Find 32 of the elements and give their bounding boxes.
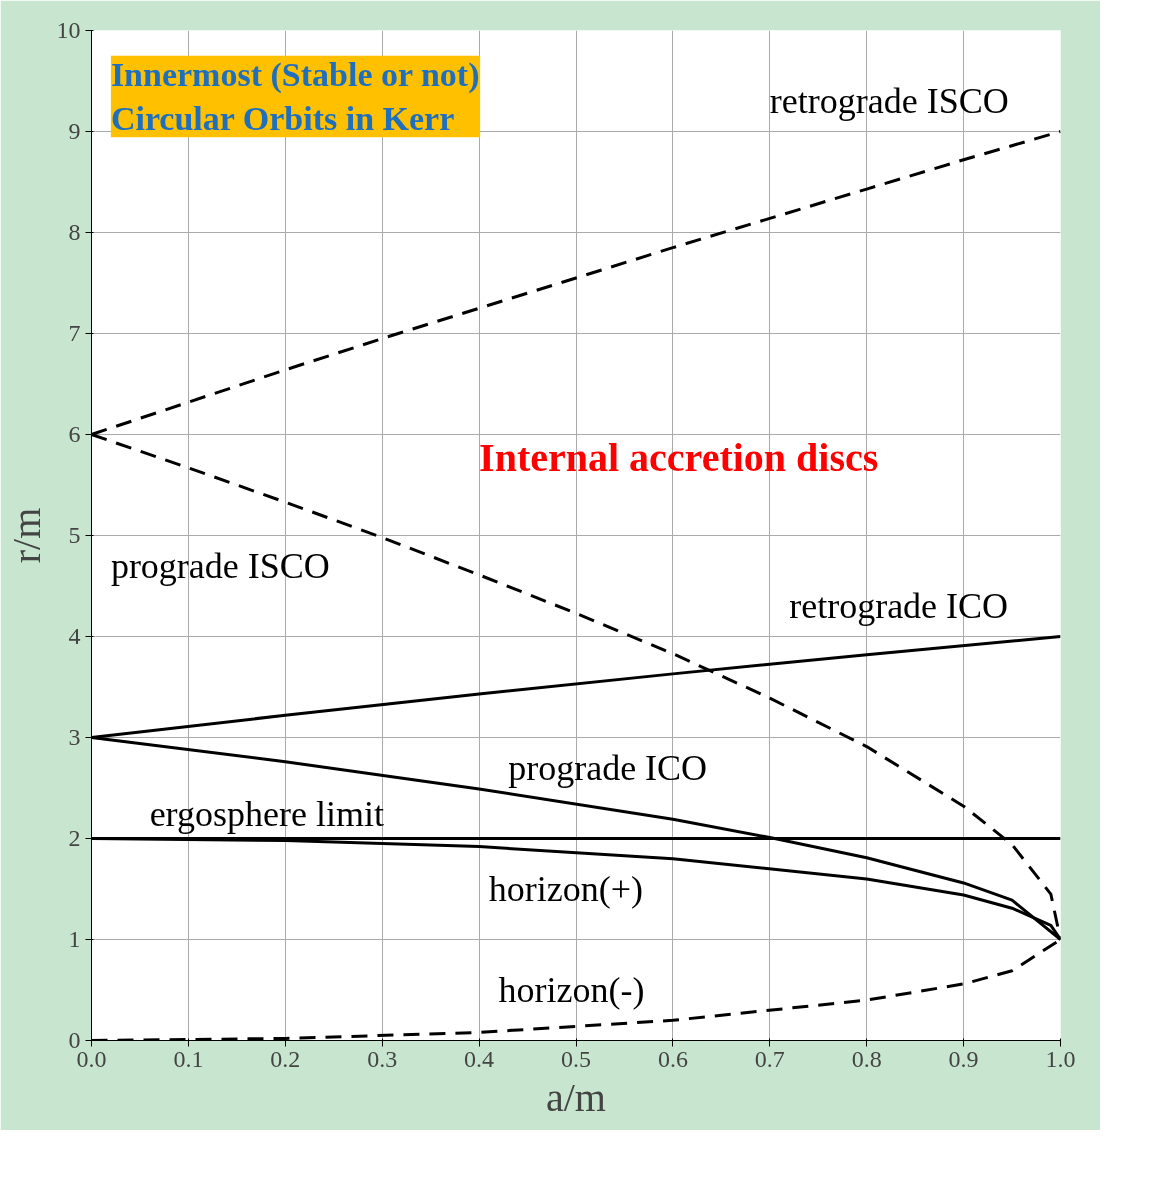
- legend-label: ergosphere limit: [149, 794, 384, 835]
- y-tick-label: 1: [68, 926, 81, 952]
- x-tick-label: 0.3: [367, 1045, 398, 1072]
- y-tick-label: 10: [56, 17, 81, 43]
- series-label: retrograde ISCO: [769, 81, 1009, 122]
- x-tick-label: 0.8: [851, 1045, 882, 1072]
- series-label: prograde ISCO: [110, 546, 330, 586]
- x-tick-label: 0.7: [754, 1045, 785, 1072]
- x-tick-label: 0.4: [464, 1045, 495, 1072]
- series-label: horizon(+): [488, 869, 644, 910]
- y-tick-label: 5: [68, 522, 81, 548]
- x-tick-label: 0.1: [173, 1045, 204, 1072]
- annotation: Internal accretion discs: [479, 434, 879, 480]
- y-tick-label: 8: [68, 219, 81, 245]
- series-label: retrograde ICO: [789, 586, 1009, 627]
- x-tick-label: 1.0: [1045, 1045, 1076, 1072]
- series-label: horizon(-): [498, 970, 645, 1011]
- y-tick-label: 0: [68, 1027, 81, 1053]
- y-tick-label: 3: [68, 724, 81, 750]
- y-tick-label: 6: [68, 421, 81, 447]
- y-axis-title: r/m: [3, 507, 49, 564]
- x-axis-title: a/m: [546, 1074, 606, 1120]
- y-tick-label: 2: [68, 825, 81, 851]
- x-tick-label: 0.9: [948, 1045, 979, 1072]
- series-label: prograde ICO: [508, 748, 708, 788]
- x-tick-label: 0.6: [657, 1045, 688, 1072]
- y-tick-label: 4: [68, 623, 81, 649]
- x-tick-label: 0.2: [270, 1045, 301, 1072]
- x-tick-label: 0.5: [561, 1045, 591, 1072]
- text: Innermost (Stable or not) Circular Orbits in Kerr: [110, 55, 480, 138]
- y-tick-label: 9: [68, 118, 81, 144]
- y-tick-label: 7: [68, 320, 81, 346]
